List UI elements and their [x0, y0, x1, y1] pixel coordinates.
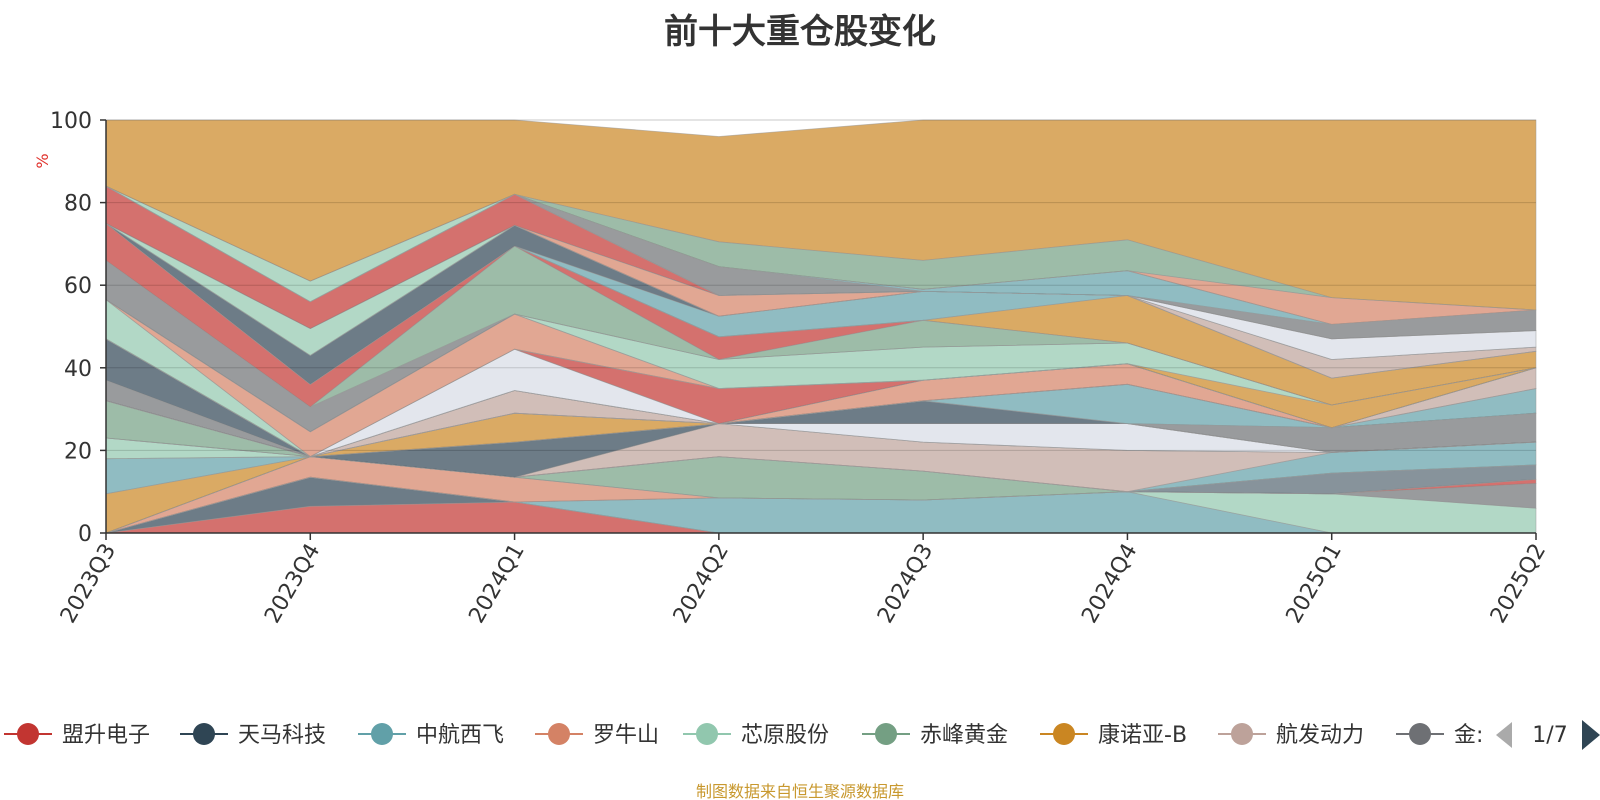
legend-marker	[1409, 723, 1431, 745]
legend-label: 罗牛山	[593, 723, 659, 748]
legend-marker	[548, 723, 570, 745]
legend-label: 芯原股份	[741, 723, 829, 748]
legend-marker	[696, 723, 718, 745]
y-tick-label: 100	[50, 109, 92, 134]
legend-label: 赤峰黄金	[920, 723, 1008, 748]
legend-page-indicator: 1/7	[1532, 723, 1567, 748]
x-tick-label: 2024Q4	[1077, 540, 1142, 628]
legend-marker	[17, 723, 39, 745]
legend-next-icon[interactable]	[1582, 720, 1600, 750]
x-tick-label: 2024Q3	[873, 540, 938, 628]
y-tick-label: 40	[64, 357, 92, 382]
y-tick-label: 60	[64, 274, 92, 299]
legend-marker	[1053, 723, 1075, 745]
y-tick-label: 20	[64, 439, 92, 464]
y-axis-label: %	[33, 153, 52, 168]
chart-title: 前十大重仓股变化	[664, 12, 936, 52]
data-source-note: 制图数据来自恒生聚源数据库	[695, 782, 904, 800]
legend-marker	[193, 723, 215, 745]
x-tick-label: 2025Q1	[1282, 540, 1347, 628]
legend-marker	[875, 723, 897, 745]
legend-marker	[1231, 723, 1253, 745]
y-tick-label: 0	[78, 522, 92, 547]
legend-label: 康诺亚-B	[1098, 723, 1187, 748]
legend-marker	[371, 723, 393, 745]
legend-label: 盟升电子	[62, 723, 150, 748]
legend-label: 天马科技	[238, 723, 326, 748]
y-tick-label: 80	[64, 192, 92, 217]
x-tick-label: 2023Q4	[260, 540, 325, 628]
x-tick-label: 2025Q2	[1486, 540, 1551, 628]
legend-label: 航发动力	[1276, 723, 1364, 748]
x-tick-label: 2024Q2	[669, 540, 734, 628]
legend-prev-icon[interactable]	[1496, 722, 1512, 748]
legend-label: 金:	[1454, 723, 1483, 748]
legend-label: 中航西飞	[416, 723, 504, 748]
x-tick-label: 2023Q3	[56, 540, 121, 628]
area-band	[105, 119, 1537, 311]
x-tick-label: 2024Q1	[464, 540, 529, 628]
